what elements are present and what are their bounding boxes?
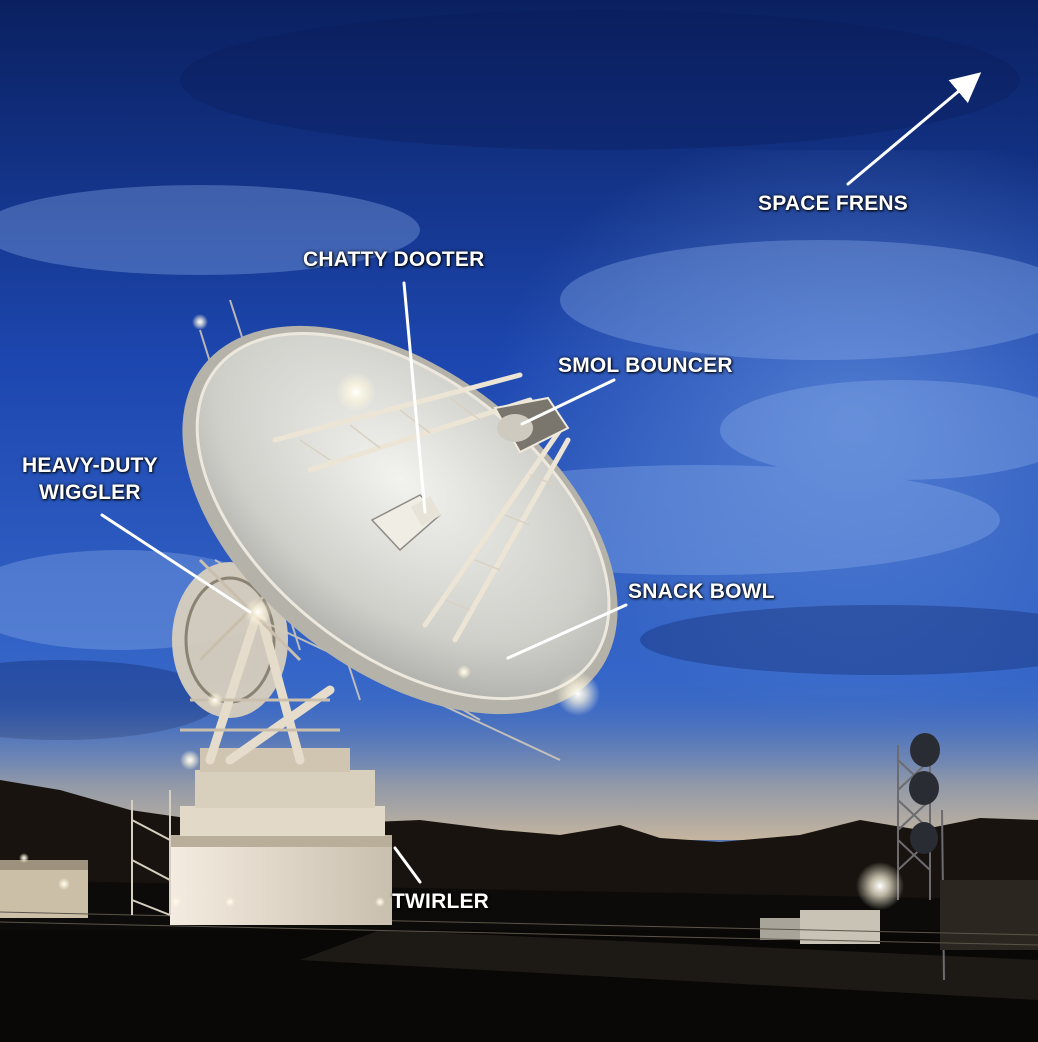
label-heavy-duty-wiggler-line2: WIGGLER — [39, 481, 141, 504]
label-chatty-dooter: CHATTY DOOTER — [303, 246, 485, 273]
label-heavy-duty-wiggler: HEAVY-DUTY WIGGLER — [22, 452, 158, 506]
space-frens-arrow-icon — [846, 72, 982, 186]
label-smol-bouncer: SMOL BOUNCER — [558, 352, 733, 379]
label-snack-bowl-text: SNACK BOWL — [628, 580, 775, 603]
label-chatty-dooter-text: CHATTY DOOTER — [303, 248, 485, 271]
label-space-frens: SPACE FRENS — [758, 190, 908, 217]
label-twirler: TWIRLER — [392, 888, 489, 915]
label-space-frens-text: SPACE FRENS — [758, 192, 908, 215]
label-heavy-duty-wiggler-line1: HEAVY-DUTY — [22, 454, 158, 477]
label-twirler-text: TWIRLER — [392, 890, 490, 913]
label-snack-bowl: SNACK BOWL — [628, 578, 775, 605]
label-smol-bouncer-text: SMOL BOUNCER — [558, 354, 733, 377]
